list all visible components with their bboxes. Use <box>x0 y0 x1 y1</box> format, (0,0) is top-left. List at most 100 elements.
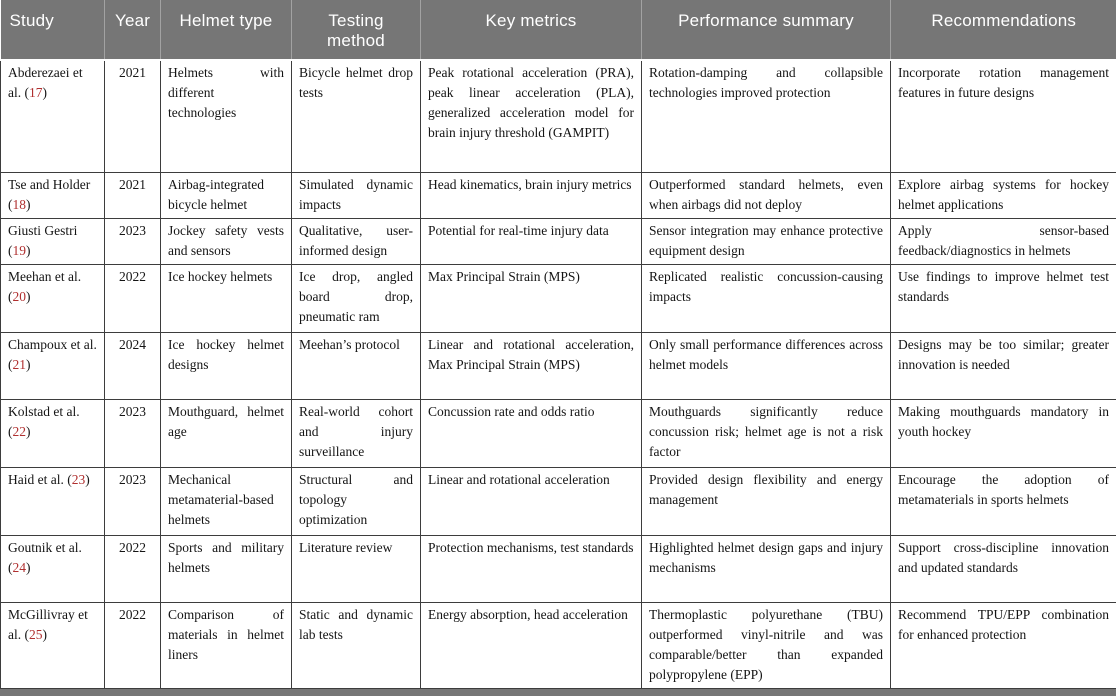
cell-recommendations: Explore airbag systems for hockey helmet… <box>891 172 1116 218</box>
citation-number[interactable]: 20 <box>13 289 27 304</box>
study-authors: Giusti Gestri <box>8 223 77 238</box>
cell-testing-method: Bicycle helmet drop tests <box>292 60 421 172</box>
cell-testing-method: Ice drop, angled board drop, pneumatic r… <box>292 264 421 332</box>
study-authors: Haid et al. <box>8 472 64 487</box>
cell-testing-method: Structural and topology optimization <box>292 467 421 535</box>
cell-year: 2022 <box>105 602 161 688</box>
cell-key-metrics: Max Principal Strain (MPS) <box>421 264 642 332</box>
column-header-study: Study <box>1 0 105 60</box>
cell-key-metrics: Protection mechanisms, test standards <box>421 535 642 602</box>
cell-helmet-type: Mechanical metamaterial-based helmets <box>161 467 292 535</box>
cell-performance-summary: Only small performance differences acros… <box>642 332 891 399</box>
cell-recommendations: Use findings to improve helmet test stan… <box>891 264 1116 332</box>
cell-testing-method: Real-world cohort and injury surveillanc… <box>292 399 421 467</box>
cell-performance-summary: Outperformed standard helmets, even when… <box>642 172 891 218</box>
cell-key-metrics: Potential for real-time injury data <box>421 218 642 264</box>
citation-number[interactable]: 23 <box>72 472 86 487</box>
cell-helmet-type: Ice hockey helmets <box>161 264 292 332</box>
study-authors: Abderezaei et al. <box>8 65 83 100</box>
cell-recommendations: Support cross-discipline innovation and … <box>891 535 1116 602</box>
cell-recommendations: Encourage the adoption of metamaterials … <box>891 467 1116 535</box>
cell-key-metrics: Head kinematics, brain injury metrics <box>421 172 642 218</box>
cell-study: Tse and Holder (18) <box>1 172 105 218</box>
cell-helmet-type: Mouthguard, helmet age <box>161 399 292 467</box>
cell-year: 2023 <box>105 467 161 535</box>
column-header-testing_method: Testing method <box>292 0 421 60</box>
column-header-helmet_type: Helmet type <box>161 0 292 60</box>
citation-number[interactable]: 19 <box>13 243 27 258</box>
cell-testing-method: Simulated dynamic impacts <box>292 172 421 218</box>
cell-performance-summary: Mouthguards significantly reduce concuss… <box>642 399 891 467</box>
cell-recommendations: Recommend TPU/EPP combination for enhanc… <box>891 602 1116 688</box>
column-header-key_metrics: Key metrics <box>421 0 642 60</box>
cell-study: McGillivray et al. (25) <box>1 602 105 688</box>
cell-study: Meehan et al. (20) <box>1 264 105 332</box>
cell-testing-method: Meehan’s protocol <box>292 332 421 399</box>
citation-number[interactable]: 17 <box>29 85 43 100</box>
cell-key-metrics: Concussion rate and odds ratio <box>421 399 642 467</box>
cell-year: 2022 <box>105 264 161 332</box>
citation-number[interactable]: 24 <box>13 560 27 575</box>
cell-key-metrics: Peak rotational acceleration (PRA), peak… <box>421 60 642 172</box>
column-header-recommendations: Recommendations <box>891 0 1116 60</box>
cell-helmet-type: Ice hockey helmet designs <box>161 332 292 399</box>
cell-year: 2022 <box>105 535 161 602</box>
study-authors: Kolstad et al. <box>8 404 80 419</box>
study-authors: Goutnik et al. <box>8 540 82 555</box>
cell-study: Goutnik et al. (24) <box>1 535 105 602</box>
citation-number[interactable]: 22 <box>13 424 27 439</box>
cell-year: 2021 <box>105 60 161 172</box>
cell-helmet-type: Jockey safety vests and sensors <box>161 218 292 264</box>
column-header-year: Year <box>105 0 161 60</box>
study-authors: Tse and Holder <box>8 177 90 192</box>
cell-year: 2023 <box>105 218 161 264</box>
cell-study: Champoux et al. (21) <box>1 332 105 399</box>
study-authors: Champoux et al. <box>8 337 97 352</box>
cell-performance-summary: Rotation-damping and collapsible technol… <box>642 60 891 172</box>
table-bottom-rule <box>0 689 1116 696</box>
cell-year: 2024 <box>105 332 161 399</box>
cell-recommendations: Making mouthguards mandatory in youth ho… <box>891 399 1116 467</box>
cell-performance-summary: Replicated realistic concussion-causing … <box>642 264 891 332</box>
cell-study: Kolstad et al. (22) <box>1 399 105 467</box>
cell-helmet-type: Sports and military helmets <box>161 535 292 602</box>
cell-key-metrics: Linear and rotational acceleration, Max … <box>421 332 642 399</box>
cell-performance-summary: Provided design flexibility and energy m… <box>642 467 891 535</box>
cell-performance-summary: Sensor integration may enhance protectiv… <box>642 218 891 264</box>
citation-number[interactable]: 18 <box>13 197 27 212</box>
cell-recommendations: Apply sensor-based feedback/diagnostics … <box>891 218 1116 264</box>
cell-recommendations: Designs may be too similar; greater inno… <box>891 332 1116 399</box>
cell-key-metrics: Energy absorption, head acceleration <box>421 602 642 688</box>
cell-testing-method: Static and dynamic lab tests <box>292 602 421 688</box>
cell-helmet-type: Airbag-integrated bicycle helmet <box>161 172 292 218</box>
cell-performance-summary: Highlighted helmet design gaps and injur… <box>642 535 891 602</box>
cell-helmet-type: Comparison of materials in helmet liners <box>161 602 292 688</box>
cell-testing-method: Qualitative, user-informed design <box>292 218 421 264</box>
citation-number[interactable]: 21 <box>13 357 27 372</box>
cell-study: Abderezaei et al. (17) <box>1 60 105 172</box>
study-authors: Meehan et al. <box>8 269 81 284</box>
cell-key-metrics: Linear and rotational acceleration <box>421 467 642 535</box>
cell-recommendations: Incorporate rotation management features… <box>891 60 1116 172</box>
cell-testing-method: Literature review <box>292 535 421 602</box>
citation-number[interactable]: 25 <box>29 627 43 642</box>
column-header-performance_summary: Performance summary <box>642 0 891 60</box>
cell-study: Giusti Gestri (19) <box>1 218 105 264</box>
cell-helmet-type: Helmets with different technologies <box>161 60 292 172</box>
cell-study: Haid et al. (23) <box>1 467 105 535</box>
cell-year: 2023 <box>105 399 161 467</box>
cell-year: 2021 <box>105 172 161 218</box>
